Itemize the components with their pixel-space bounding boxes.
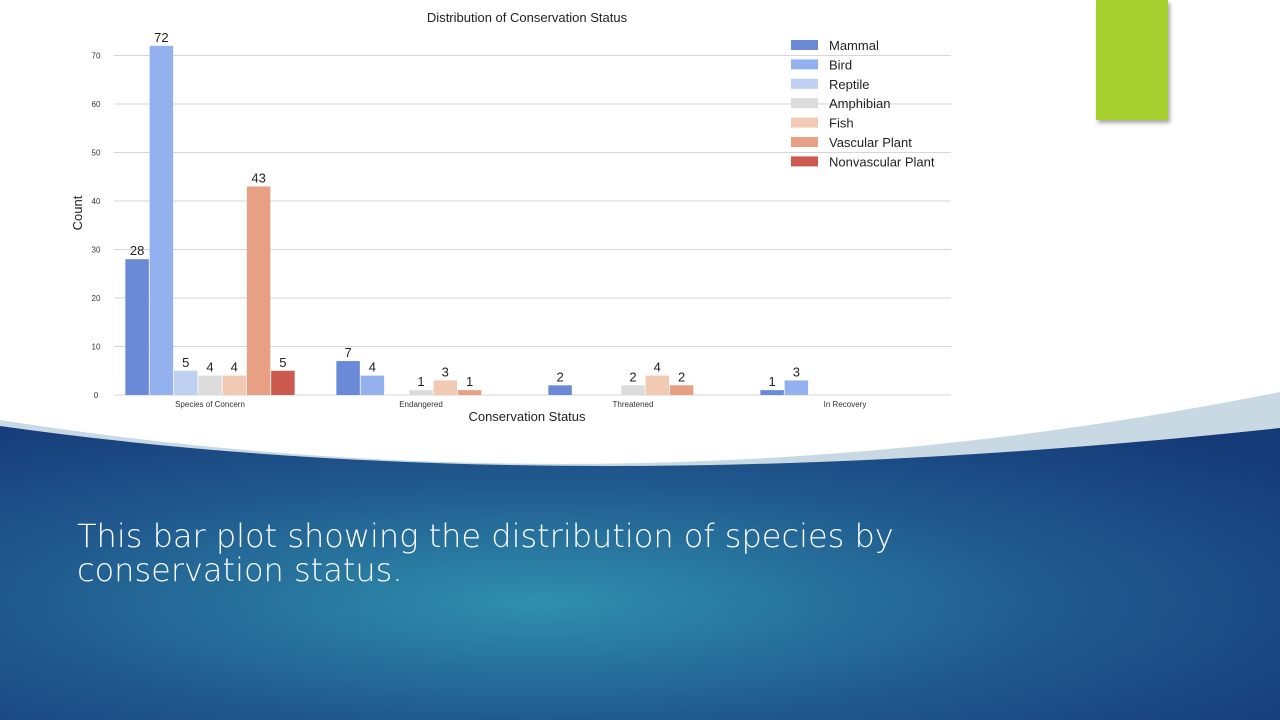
bar-vascular-plant	[246, 186, 271, 395]
x-tick-label: Threatened	[613, 400, 654, 409]
bar-reptile	[173, 370, 198, 395]
legend-label: Nonvascular Plant	[829, 154, 935, 169]
legend-swatch	[791, 78, 818, 89]
legend-swatch	[791, 98, 818, 109]
bar-value-label: 4	[206, 360, 213, 375]
legend-swatch	[791, 156, 818, 167]
bar-value-label: 4	[369, 360, 376, 375]
bar-fish	[645, 375, 670, 395]
grid-lines	[114, 55, 951, 396]
legend-swatch	[791, 117, 818, 128]
slide-caption: This bar plot showing the distribution o…	[77, 517, 894, 589]
legend-swatch	[791, 40, 818, 50]
bar-value-label: 3	[793, 364, 800, 379]
bar-vascular-plant	[457, 390, 482, 395]
y-tick-label: 30	[92, 246, 101, 255]
bar-value-label: 5	[182, 355, 189, 370]
y-tick-label: 70	[92, 52, 101, 61]
bar-value-label: 5	[279, 355, 286, 370]
bar-value-label: 2	[556, 369, 563, 384]
bar-fish	[433, 380, 458, 395]
x-tick-label: Species of Concern	[175, 400, 245, 409]
bar-value-label: 4	[231, 360, 238, 375]
y-tick-label: 50	[92, 149, 101, 158]
y-tick-label: 10	[92, 343, 101, 352]
legend-swatch	[791, 137, 818, 147]
bar-value-label: 4	[654, 360, 661, 375]
bar-bird	[149, 45, 174, 396]
legend-label: Fish	[829, 116, 854, 131]
x-axis-ticks: Species of Concern Endangered Threatened In…	[175, 400, 866, 409]
bar-value-label: 1	[417, 374, 424, 389]
x-tick-label: In Recovery	[824, 400, 867, 409]
bar-value-label: 1	[768, 374, 775, 389]
legend-label: Bird	[829, 57, 852, 72]
bar-fish	[222, 375, 247, 395]
bar-mammal	[548, 385, 572, 395]
chart-title: Distribution of Conservation Status	[427, 10, 628, 25]
bar-value-label: 2	[629, 369, 636, 384]
bar-amphibian	[198, 375, 222, 395]
bar-value-label: 28	[130, 243, 144, 258]
background-blue-wave	[0, 426, 1280, 720]
bar-value-label: 1	[466, 374, 473, 389]
y-axis-title: Count	[70, 195, 85, 230]
legend-label: Reptile	[829, 77, 869, 92]
bar-value-label: 43	[251, 170, 265, 185]
legend-label: Vascular Plant	[829, 135, 912, 150]
x-axis-title: Conservation Status	[468, 409, 586, 424]
x-tick-label: Endangered	[399, 400, 443, 409]
bar-nonvascular-plant	[271, 370, 295, 395]
bar-bird	[784, 380, 809, 395]
y-tick-label: 0	[94, 391, 99, 400]
bar-mammal	[336, 361, 360, 395]
bar-vascular-plant	[669, 385, 694, 395]
bar-mammal	[125, 259, 149, 395]
bar-value-label: 72	[154, 30, 168, 45]
y-tick-label: 40	[92, 197, 101, 206]
bar-amphibian	[621, 385, 645, 395]
bar-amphibian	[409, 390, 433, 395]
y-tick-label: 60	[92, 100, 101, 109]
bar-value-label: 7	[344, 345, 351, 360]
bar-bird	[360, 375, 385, 395]
bars	[125, 45, 809, 396]
legend-swatch	[791, 59, 818, 70]
legend-label: Mammal	[829, 38, 879, 53]
legend-label: Amphibian	[829, 96, 890, 111]
bar-mammal	[760, 390, 784, 395]
bar-value-label: 3	[442, 364, 449, 379]
y-tick-label: 20	[92, 294, 101, 303]
y-axis-ticks: 0 10 20 30 40 50 60 70	[92, 52, 101, 401]
accent-block	[1096, 0, 1168, 120]
bar-value-label: 2	[678, 369, 685, 384]
legend: Mammal Bird Reptile Amphibian Fish Vascular P…	[791, 38, 935, 169]
